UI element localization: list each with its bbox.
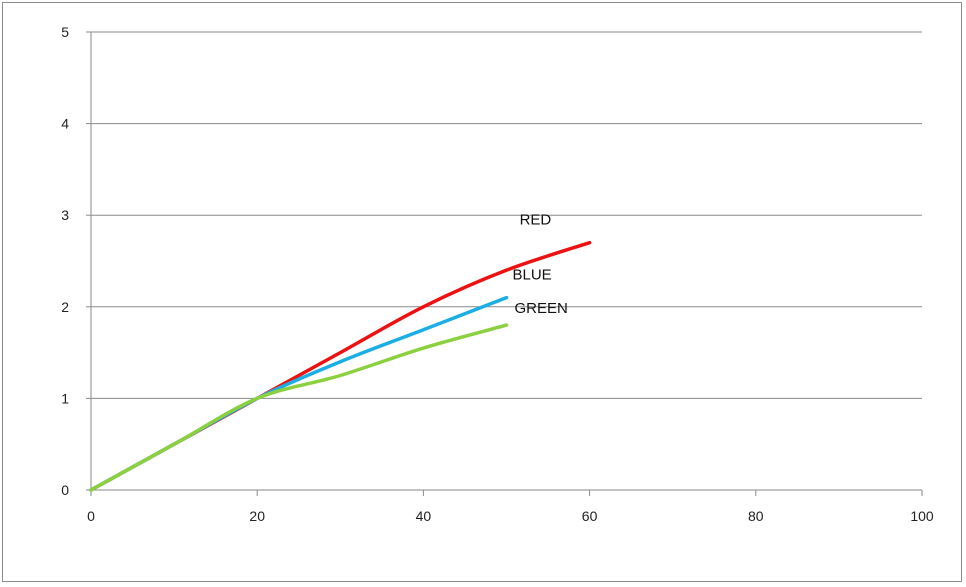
x-tick-label: 0 xyxy=(87,508,95,524)
y-tick-label: 4 xyxy=(61,116,69,132)
x-tick-label: 80 xyxy=(748,508,764,524)
series-label-blue: BLUE xyxy=(513,267,552,284)
series-label-green: GREEN xyxy=(515,300,568,317)
y-tick-label: 5 xyxy=(61,24,69,40)
gridlines xyxy=(91,31,922,399)
y-tick-label: 2 xyxy=(61,299,69,315)
x-tick-label: 100 xyxy=(910,508,934,524)
series-labels: RED BLUE GREEN xyxy=(513,212,568,317)
y-tick-label: 1 xyxy=(61,390,69,406)
series-line-green xyxy=(89,323,509,492)
x-tick-label: 20 xyxy=(249,508,265,524)
tick-labels: 0 1 2 3 4 5 0 20 40 60 80 100 xyxy=(61,24,934,524)
y-tick-label: 0 xyxy=(61,482,69,498)
axes xyxy=(86,31,923,496)
x-tick-label: 40 xyxy=(416,508,432,524)
x-tick-label: 60 xyxy=(582,508,598,524)
y-tick-label: 3 xyxy=(61,207,69,223)
series-line-blue xyxy=(89,295,509,492)
series-lines xyxy=(89,240,592,492)
series-label-red: RED xyxy=(520,212,552,229)
